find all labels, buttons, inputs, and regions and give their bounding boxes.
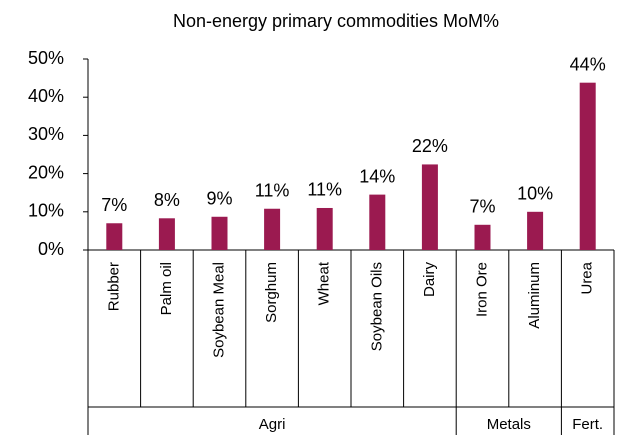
value-label: 11% bbox=[255, 180, 290, 200]
value-label: 10% bbox=[517, 184, 553, 204]
group-label: Agri bbox=[259, 416, 286, 433]
chart-title: Non-energy primary commodities MoM% bbox=[173, 11, 499, 31]
x-tick-label: Rubber bbox=[105, 262, 122, 311]
bar bbox=[316, 207, 333, 250]
value-label: 9% bbox=[206, 189, 232, 209]
value-label: 22% bbox=[412, 136, 448, 156]
group-label: Fert. bbox=[572, 416, 603, 433]
y-tick-label: 50% bbox=[28, 48, 64, 68]
bar bbox=[421, 164, 438, 250]
y-tick-label: 10% bbox=[28, 201, 64, 221]
x-tick-label: Sorghum bbox=[263, 262, 280, 323]
value-label: 14% bbox=[359, 166, 395, 186]
bar bbox=[369, 194, 386, 250]
value-label: 44% bbox=[570, 54, 606, 74]
bar bbox=[158, 218, 175, 250]
x-tick-label: Dairy bbox=[421, 262, 438, 298]
x-tick-label: Wheat bbox=[316, 261, 333, 305]
y-tick-label: 0% bbox=[38, 239, 64, 259]
bar bbox=[527, 211, 544, 250]
bar bbox=[579, 82, 596, 251]
value-label: 7% bbox=[469, 197, 495, 217]
value-label: 8% bbox=[154, 190, 180, 210]
value-label: 7% bbox=[101, 195, 127, 215]
group-label: Metals bbox=[487, 416, 531, 433]
x-tick-label: Aluminum bbox=[526, 262, 543, 329]
x-tick-label: Soybean Meal bbox=[210, 262, 227, 358]
bar bbox=[211, 216, 228, 250]
bar bbox=[474, 224, 491, 250]
x-tick-label: Urea bbox=[579, 261, 596, 294]
x-tick-label: Soybean Oils bbox=[368, 262, 385, 351]
x-tick-label: Iron Ore bbox=[473, 262, 490, 317]
y-tick-label: 30% bbox=[28, 124, 64, 144]
y-tick-label: 40% bbox=[28, 86, 64, 106]
x-tick-label: Palm oil bbox=[158, 262, 175, 315]
y-tick-label: 20% bbox=[28, 162, 64, 182]
value-label: 11% bbox=[307, 180, 342, 200]
bar bbox=[106, 223, 123, 250]
bar bbox=[264, 208, 281, 250]
